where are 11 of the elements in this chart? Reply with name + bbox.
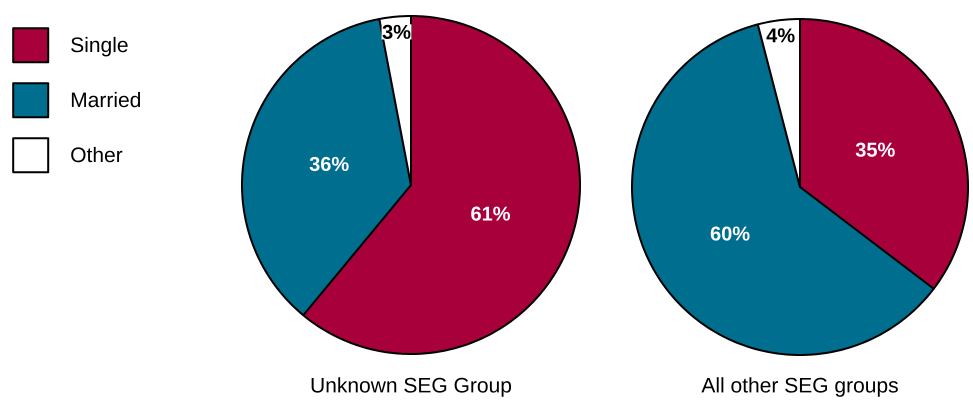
legend-label: Single: [71, 36, 128, 56]
data-label: 36%: [310, 156, 349, 172]
slice-label: All other SEG groups: [701, 377, 898, 397]
legend-label: Married: [72, 92, 140, 108]
data-label: 60%: [710, 226, 750, 241]
data-label: 3%: [382, 24, 410, 39]
slice-label: Unknown SEG Group: [312, 377, 512, 397]
data-label: 61%: [471, 206, 510, 221]
legend-label: Other: [71, 146, 122, 162]
data-label: 4%: [766, 28, 795, 42]
data-label: 35%: [856, 142, 895, 157]
